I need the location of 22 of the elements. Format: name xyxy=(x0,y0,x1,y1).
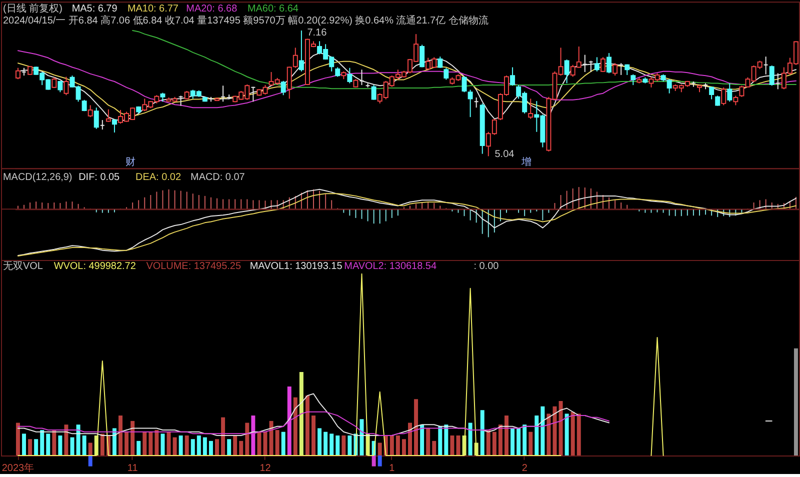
bar xyxy=(794,348,798,456)
bar xyxy=(540,406,545,456)
candlestick xyxy=(721,86,726,106)
candlestick xyxy=(715,95,720,106)
candlestick xyxy=(612,62,618,76)
candlestick xyxy=(594,56,600,72)
bar xyxy=(558,400,563,456)
bar xyxy=(534,416,539,456)
candlestick xyxy=(769,64,774,86)
candlestick xyxy=(666,78,672,94)
bar xyxy=(552,406,557,456)
bar xyxy=(576,414,581,456)
candlestick xyxy=(733,95,738,106)
candlestick xyxy=(606,52,612,74)
bar xyxy=(570,412,575,456)
bar xyxy=(546,414,551,456)
candlestick xyxy=(564,59,570,84)
candlestick xyxy=(727,82,732,102)
candlestick xyxy=(600,56,606,73)
bar xyxy=(564,414,569,456)
candlestick xyxy=(630,74,636,86)
candlestick xyxy=(709,86,714,100)
